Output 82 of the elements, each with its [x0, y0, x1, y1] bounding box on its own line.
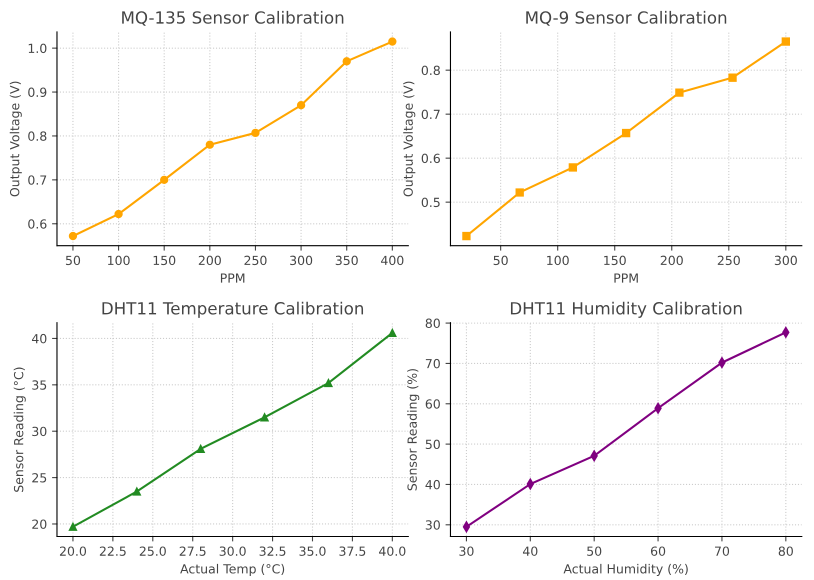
- y-tick-label: 40: [425, 480, 440, 490]
- x-tick-label: 35.0: [300, 546, 326, 556]
- y-tick-label: 0.7: [422, 110, 440, 120]
- x-tick-label: 40.0: [379, 546, 406, 556]
- y-tick-label: 60: [426, 399, 440, 409]
- x-tick-label: 100: [547, 256, 569, 266]
- x-tick-label: 25.0: [140, 546, 166, 556]
- x-tick-label: 40: [522, 546, 538, 556]
- y-tick-label: 35: [32, 380, 46, 390]
- x-tick-label: 150: [154, 256, 176, 266]
- y-tick-label: 0.7: [28, 175, 46, 185]
- x-tick-label: 200: [660, 256, 683, 266]
- point: [114, 210, 123, 218]
- x-tick-label: 250: [244, 256, 267, 266]
- y-axis-title: Output Voltage (V): [10, 82, 22, 196]
- chart-title: MQ-9 Sensor Calibration: [526, 10, 726, 26]
- y-axis-title: Sensor Reading (°C): [14, 368, 26, 492]
- point: [68, 232, 78, 240]
- y-tick-label: 50: [426, 440, 440, 450]
- y-tick-label: 1.0: [28, 44, 46, 54]
- chart-title: DHT11 Humidity Calibration: [510, 302, 742, 318]
- x-tick-label: 200: [198, 256, 221, 266]
- point: [568, 163, 578, 172]
- chart-title: MQ-135 Sensor Calibration: [122, 10, 344, 26]
- x-axis-title: Actual Humidity (%): [564, 564, 688, 576]
- x-tick-label: 300: [774, 256, 797, 266]
- point: [462, 232, 471, 240]
- y-tick-label: 25: [32, 473, 46, 483]
- y-tick-label: 70: [426, 358, 440, 368]
- y-tick-label: 0.8: [28, 131, 46, 141]
- x-tick-label: 70: [715, 546, 730, 556]
- x-tick-label: 27.5: [180, 546, 206, 556]
- point: [206, 140, 214, 149]
- point: [68, 522, 78, 531]
- x-tick-label: 20.0: [60, 546, 86, 556]
- point: [342, 57, 351, 66]
- point: [132, 487, 141, 496]
- point: [160, 176, 168, 184]
- y-tick-label: 30: [32, 426, 46, 436]
- x-tick-label: 50: [587, 546, 602, 556]
- point: [324, 378, 333, 388]
- y-tick-label: 30: [426, 520, 440, 530]
- y-tick-label: 0.8: [422, 66, 440, 76]
- point: [675, 88, 684, 97]
- point: [728, 73, 737, 82]
- y-tick-label: 0.6: [422, 154, 440, 164]
- y-tick-label: 0.9: [28, 88, 46, 97]
- y-tick-label: 20: [32, 519, 46, 529]
- chart-title: DHT11 Temperature Calibration: [102, 302, 364, 318]
- point: [260, 413, 269, 422]
- x-tick-label: 300: [290, 256, 312, 266]
- x-axis-title: PPM: [614, 273, 638, 283]
- point: [388, 37, 397, 46]
- x-tick-label: 37.5: [339, 546, 366, 556]
- x-tick-label: 150: [604, 256, 626, 266]
- x-tick-label: 50: [66, 256, 80, 266]
- x-tick-label: 400: [381, 256, 404, 266]
- y-axis-title: Sensor Reading (%): [407, 369, 420, 490]
- x-tick-label: 60: [650, 546, 666, 556]
- x-axis-title: PPM: [220, 273, 244, 283]
- x-tick-label: 80: [778, 546, 793, 556]
- point: [782, 37, 790, 46]
- y-tick-label: 0.5: [422, 198, 440, 208]
- point: [251, 128, 260, 138]
- x-tick-label: 32.5: [260, 546, 286, 556]
- x-tick-label: 30.0: [220, 546, 246, 556]
- x-tick-label: 50: [494, 256, 508, 266]
- x-tick-label: 22.5: [100, 546, 126, 556]
- y-tick-label: 40: [32, 334, 46, 344]
- point: [388, 328, 397, 338]
- point: [516, 188, 524, 197]
- point: [196, 444, 205, 454]
- y-tick-label: 0.6: [28, 219, 46, 229]
- point: [622, 128, 630, 138]
- x-tick-label: 350: [336, 256, 358, 266]
- x-axis-title: Actual Temp (°C): [180, 564, 284, 576]
- y-axis-title: Output Voltage (V): [403, 82, 416, 196]
- point: [296, 101, 306, 110]
- y-tick-label: 80: [426, 318, 440, 328]
- x-tick-label: 250: [718, 256, 740, 266]
- x-tick-label: 30: [459, 546, 474, 556]
- x-tick-label: 100: [108, 256, 130, 266]
